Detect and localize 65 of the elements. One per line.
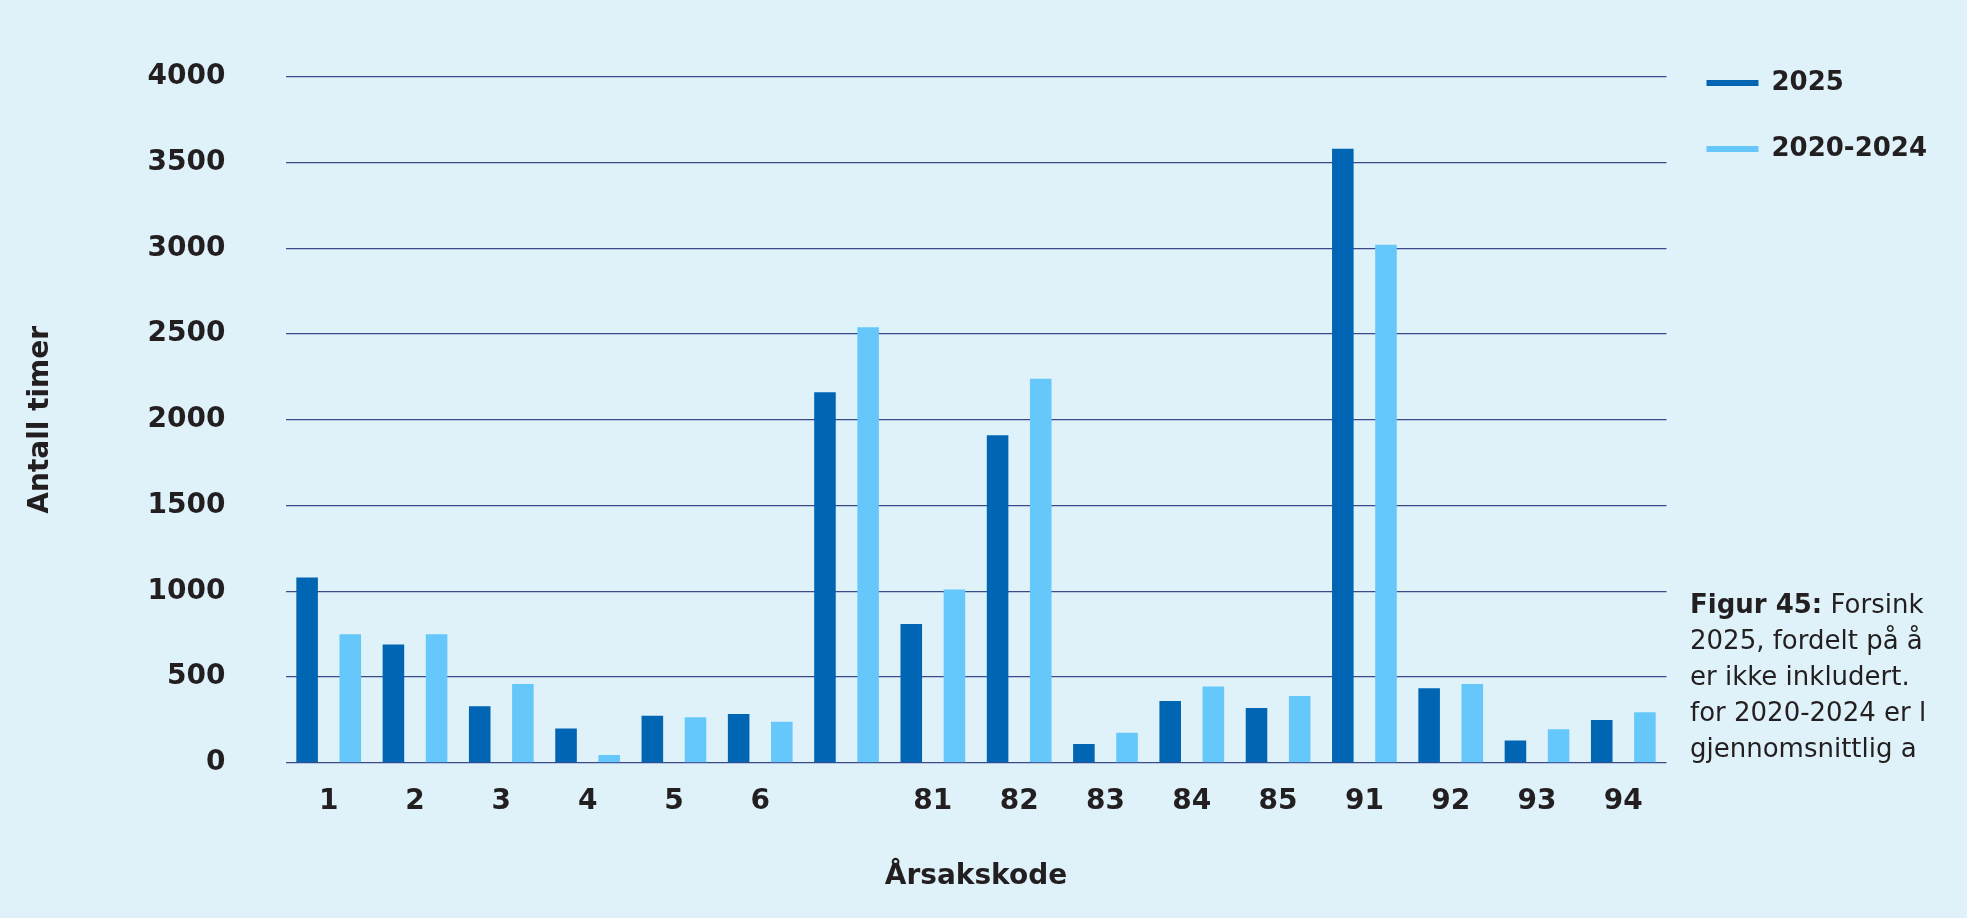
y-tick-label: 500 — [167, 658, 226, 692]
bar — [1116, 732, 1138, 763]
bar — [1418, 688, 1440, 763]
x-tick-label: 93 — [1517, 782, 1557, 816]
bar — [1504, 740, 1527, 763]
bar — [296, 577, 318, 763]
bar — [684, 717, 707, 763]
y-axis-title: Antall timer — [22, 325, 56, 514]
x-axis-title: Årsakskode — [884, 857, 1068, 892]
bar — [468, 706, 491, 763]
bar — [555, 728, 577, 763]
bar — [641, 715, 664, 763]
bar — [900, 623, 923, 763]
legend-label: 2025 — [1771, 65, 1844, 96]
x-tick-label: 3 — [491, 782, 512, 816]
y-tick-label: 3500 — [147, 143, 226, 177]
y-tick-label: 1000 — [147, 572, 226, 606]
x-tick-label: 84 — [1172, 782, 1212, 816]
y-tick-label: 4000 — [147, 58, 226, 92]
text: for 2020-2024 er l — [1690, 696, 1927, 727]
bar — [512, 683, 534, 763]
bar — [1245, 707, 1268, 763]
bar — [1634, 712, 1656, 763]
bar — [1073, 743, 1095, 763]
x-tick-label: 92 — [1431, 782, 1471, 816]
bar — [1202, 686, 1225, 763]
bar — [771, 721, 793, 763]
bar — [1159, 701, 1181, 763]
bar — [1590, 719, 1613, 763]
text: er ikke inkludert. — [1690, 660, 1910, 691]
x-tick-label: 83 — [1085, 782, 1125, 816]
x-tick-label: 85 — [1258, 782, 1298, 816]
bar — [339, 634, 362, 763]
bar — [727, 713, 750, 763]
bar — [1461, 683, 1484, 763]
y-tick-label: 0 — [206, 744, 226, 778]
bar — [1547, 729, 1570, 763]
x-tick-label: 81 — [913, 782, 953, 816]
x-tick-label: 5 — [664, 782, 684, 816]
x-tick-label: 4 — [577, 782, 598, 816]
bar — [1029, 378, 1052, 763]
y-tick-label: 2000 — [147, 401, 226, 435]
text: 2025, fordelt på å — [1690, 624, 1923, 655]
x-tick-label: 82 — [999, 782, 1039, 816]
x-tick-label: 94 — [1603, 782, 1643, 816]
bar — [1375, 244, 1397, 763]
bar — [857, 327, 879, 763]
legend-label: 2020-2024 — [1771, 131, 1928, 162]
x-tick-label: 91 — [1344, 782, 1384, 816]
x-tick-label: 1 — [318, 782, 339, 816]
bar — [1288, 695, 1311, 763]
bar — [598, 755, 620, 763]
text: gjennomsnittlig a — [1690, 732, 1917, 763]
y-tick-label: 1500 — [147, 486, 226, 520]
y-tick-label: 2500 — [147, 315, 226, 349]
x-tick-label: 2 — [405, 782, 425, 816]
bar — [814, 392, 836, 763]
y-tick-label: 3000 — [147, 229, 226, 263]
bar — [382, 644, 405, 763]
bar — [943, 589, 966, 763]
bar — [986, 435, 1009, 763]
bar — [425, 634, 448, 763]
text: Figur 45: Forsink — [1690, 588, 1924, 619]
bar — [1332, 148, 1354, 763]
x-tick-label: 6 — [750, 782, 770, 816]
